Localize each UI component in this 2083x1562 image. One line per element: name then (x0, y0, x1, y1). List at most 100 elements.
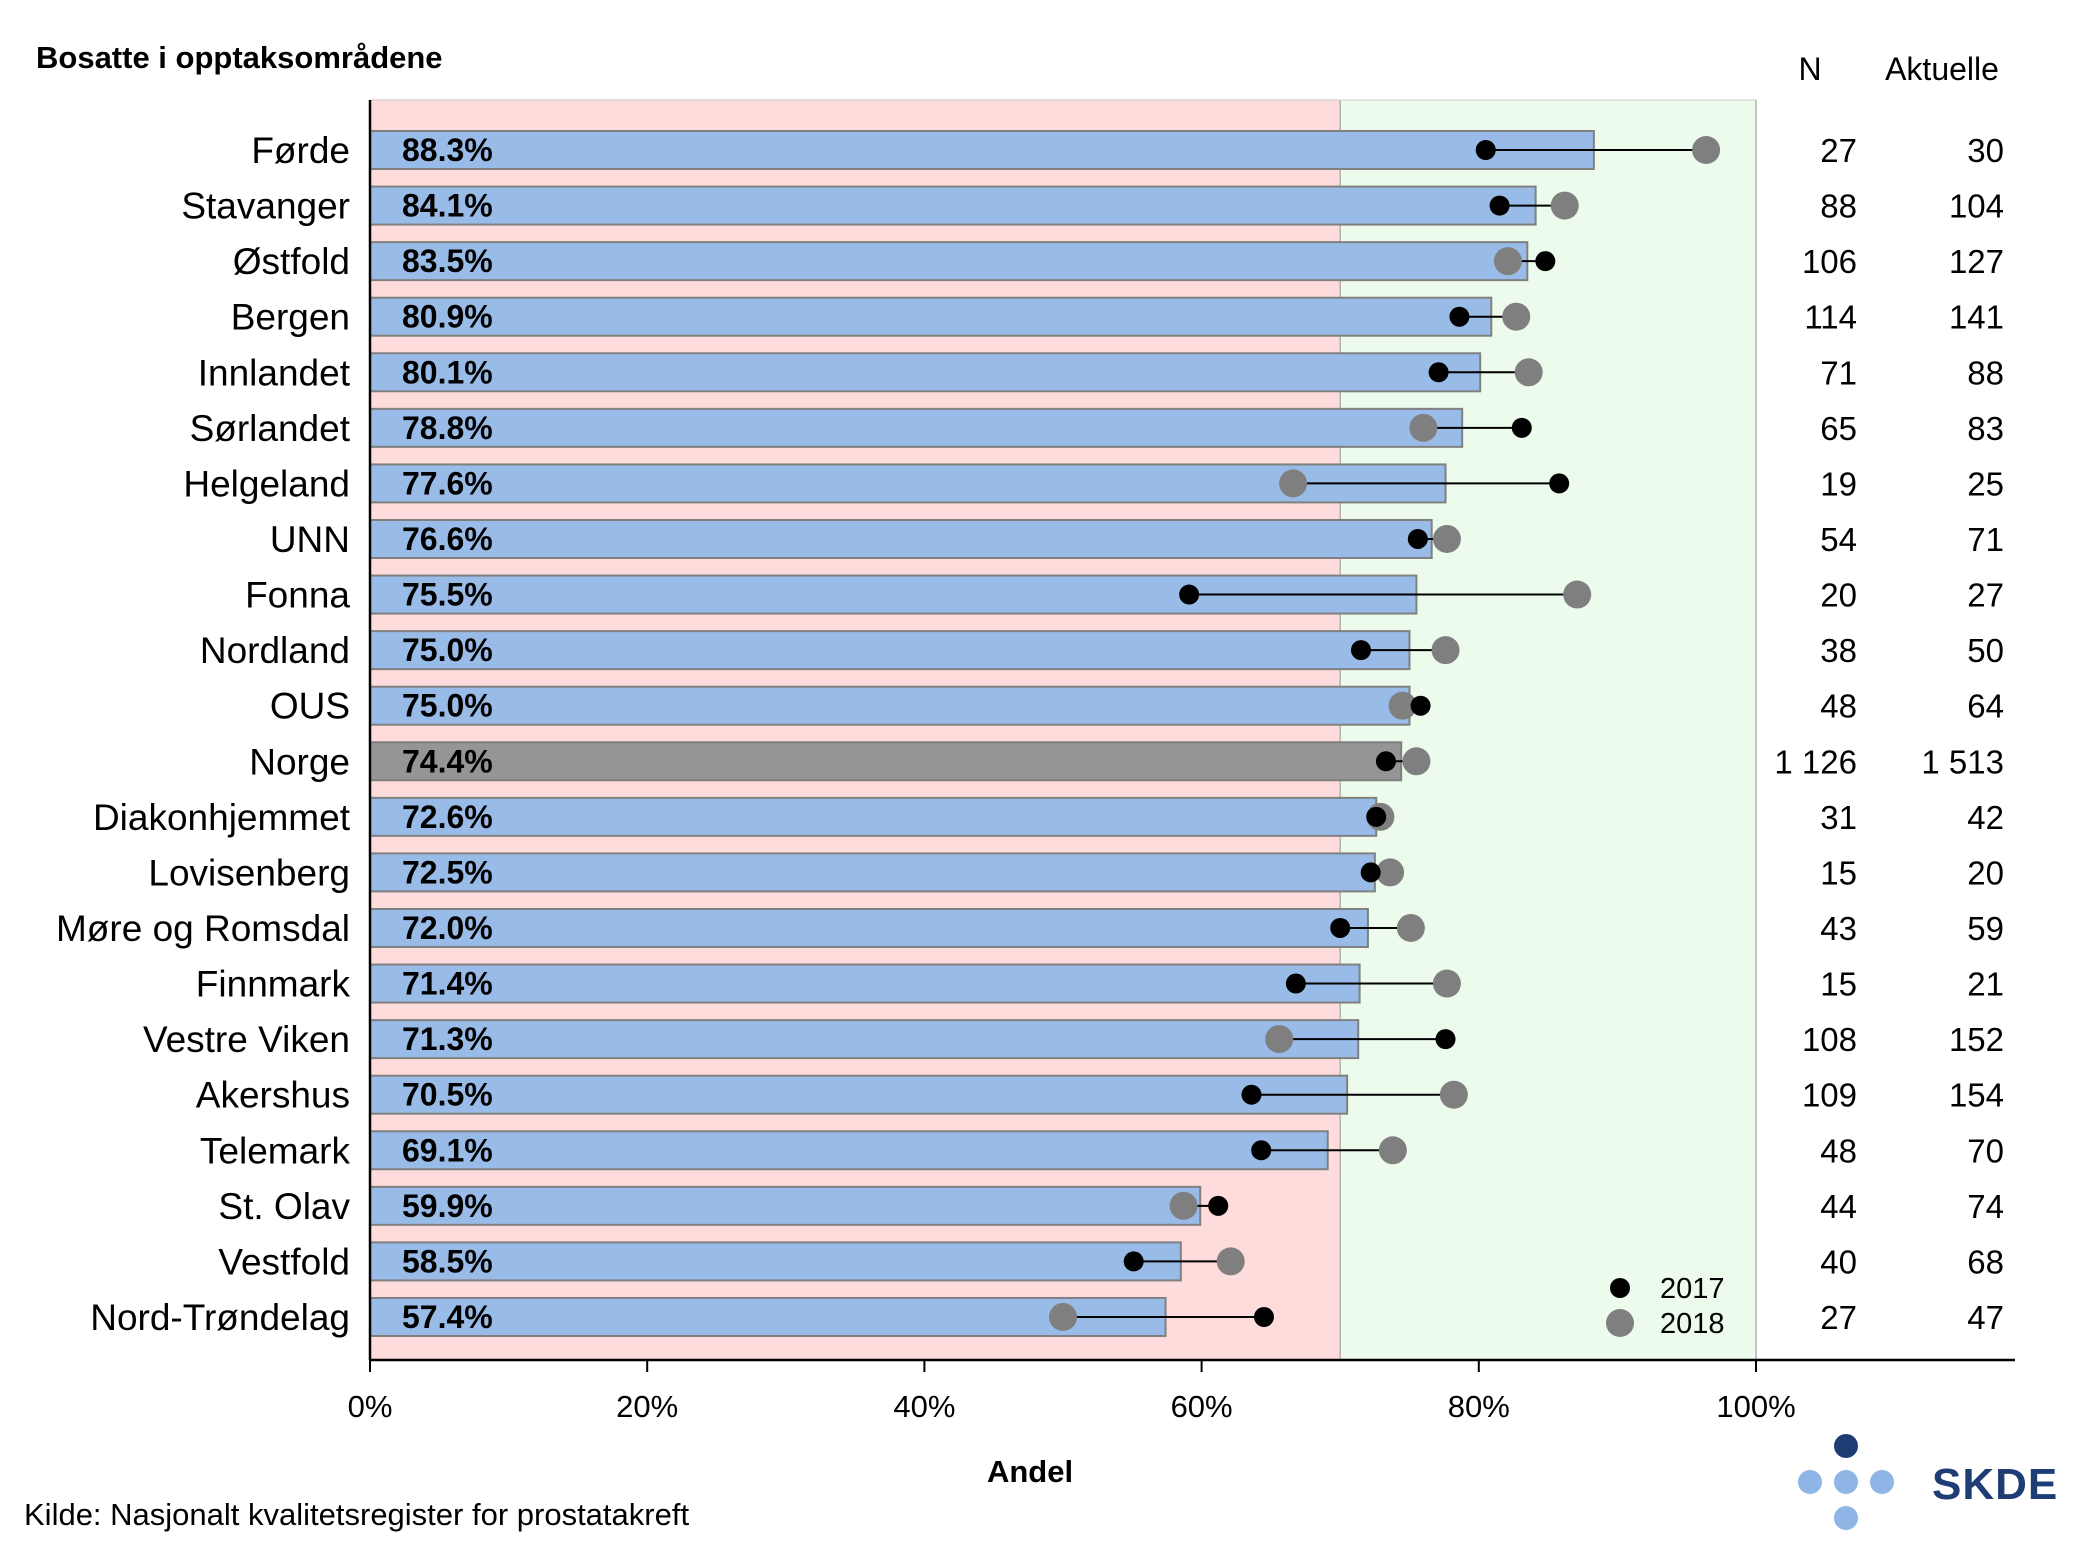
point-2018 (1388, 691, 1417, 720)
point-2017 (1410, 695, 1431, 716)
point-2018 (1550, 191, 1579, 220)
chart-row: 80.1% Innlandet 71 88 (198, 352, 2004, 393)
n-value: 48 (1820, 1132, 1857, 1169)
category-label: Akershus (196, 1075, 350, 1116)
chart-row: 72.6% Diakonhjemmet 31 42 (93, 796, 2004, 838)
category-label: Østfold (233, 241, 350, 282)
n-value: 48 (1820, 688, 1857, 725)
logo-text: SKDE (1932, 1460, 2058, 1509)
category-label: UNN (270, 519, 350, 560)
bar-national (369, 741, 1403, 782)
aktuelle-value: 141 (1949, 299, 2004, 336)
bar-value-label: 57.4% (402, 1299, 493, 1335)
point-2017 (1330, 917, 1351, 938)
n-value: 65 (1820, 410, 1857, 447)
n-value: 108 (1802, 1021, 1857, 1058)
aktuelle-value: 47 (1967, 1299, 2004, 1336)
category-label: Møre og Romsdal (56, 908, 350, 949)
aktuelle-value: 70 (1967, 1132, 2004, 1169)
point-2018 (1376, 858, 1405, 887)
bar-value-label: 72.5% (402, 854, 493, 890)
bar (369, 407, 1464, 448)
logo-dot (1834, 1506, 1858, 1530)
legend-marker-2017 (1610, 1278, 1630, 1298)
category-label: Innlandet (198, 352, 351, 393)
point-2018 (1493, 247, 1522, 276)
bar-value-label: 71.3% (402, 1021, 493, 1057)
chart-row: 58.5% Vestfold 40 68 (218, 1241, 2004, 1282)
chart-row: 71.3% Vestre Viken 108 152 (143, 1019, 2004, 1060)
bar-value-label: 70.5% (402, 1077, 493, 1113)
column-header-aktuelle: Aktuelle (1885, 51, 1999, 87)
bar (369, 630, 1411, 671)
aktuelle-value: 152 (1949, 1021, 2004, 1058)
point-2017 (1208, 1195, 1229, 1216)
point-2017 (1449, 306, 1470, 327)
chart-row: 74.4% Norge 1 126 1 513 (249, 741, 2004, 782)
n-value: 20 (1820, 577, 1857, 614)
bar-value-label: 88.3% (402, 132, 493, 168)
category-label: St. Olav (218, 1186, 350, 1227)
bar (369, 352, 1482, 393)
bar-value-label: 74.4% (402, 743, 493, 779)
aktuelle-value: 83 (1967, 410, 2004, 447)
aktuelle-value: 74 (1967, 1188, 2004, 1225)
n-value: 19 (1820, 465, 1857, 502)
aktuelle-value: 21 (1967, 966, 2004, 1003)
point-2018 (1169, 1191, 1198, 1220)
category-label: Telemark (200, 1130, 351, 1171)
category-label: Sørlandet (190, 408, 351, 449)
chart-row: 77.6% Helgeland 19 25 (183, 463, 2004, 504)
point-2017 (1375, 751, 1396, 772)
aktuelle-value: 30 (1967, 132, 2004, 169)
point-2017 (1489, 195, 1510, 216)
x-tick-label: 0% (348, 1389, 393, 1424)
point-2017 (1535, 251, 1556, 272)
bar (369, 1019, 1360, 1060)
bar-value-label: 80.1% (402, 354, 493, 390)
point-2018 (1279, 469, 1308, 498)
category-label: Nord-Trøndelag (90, 1297, 350, 1338)
point-2018 (1692, 136, 1721, 164)
chart-title: Bosatte i opptaksområdene (36, 40, 443, 75)
category-label: Finnmark (196, 964, 351, 1005)
point-2018 (1378, 1136, 1407, 1165)
aktuelle-value: 50 (1967, 632, 2004, 669)
x-axis: 0% 20% 40% 60% 80% 100% (348, 100, 2015, 1424)
bar (369, 796, 1378, 837)
n-value: 71 (1820, 354, 1857, 391)
chart-row: 83.5% Østfold 106 127 (233, 241, 2004, 282)
n-value: 88 (1820, 188, 1857, 225)
point-2018 (1265, 1025, 1294, 1054)
x-tick-label: 100% (1716, 1389, 1795, 1424)
bar-value-label: 78.8% (402, 410, 493, 446)
aktuelle-value: 127 (1949, 243, 2004, 280)
category-label: Førde (251, 130, 350, 171)
bar (369, 1296, 1167, 1337)
bar-value-label: 77.6% (402, 465, 493, 501)
chart-row: 70.5% Akershus 109 154 (196, 1074, 2004, 1116)
point-2017 (1123, 1251, 1144, 1272)
aktuelle-value: 71 (1967, 521, 2004, 558)
logo-dot-dark (1834, 1434, 1858, 1458)
bar-value-label: 76.6% (402, 521, 493, 557)
point-2018 (1216, 1247, 1245, 1276)
bar-value-label: 71.4% (402, 966, 493, 1002)
logo-dot (1798, 1470, 1822, 1494)
category-label: Bergen (231, 297, 350, 338)
n-value: 114 (1804, 299, 1857, 336)
skde-logo: SKDE (1798, 1434, 2058, 1530)
target-zones (370, 100, 1756, 1360)
chart-row: 76.6% UNN 54 71 (270, 518, 2004, 560)
legend-marker-2018 (1606, 1309, 1634, 1337)
point-2017 (1511, 417, 1532, 438)
bar-value-label: 58.5% (402, 1243, 493, 1279)
point-2018 (1049, 1302, 1077, 1331)
source-note: Kilde: Nasjonalt kvalitetsregister for p… (24, 1497, 689, 1532)
point-2017 (1251, 1140, 1272, 1161)
point-2017 (1428, 362, 1449, 383)
column-header-n: N (1798, 51, 1821, 87)
chart-row: 72.5% Lovisenberg 15 20 (148, 852, 2004, 893)
aktuelle-value: 104 (1949, 188, 2004, 225)
x-tick-label: 60% (1171, 1389, 1233, 1424)
